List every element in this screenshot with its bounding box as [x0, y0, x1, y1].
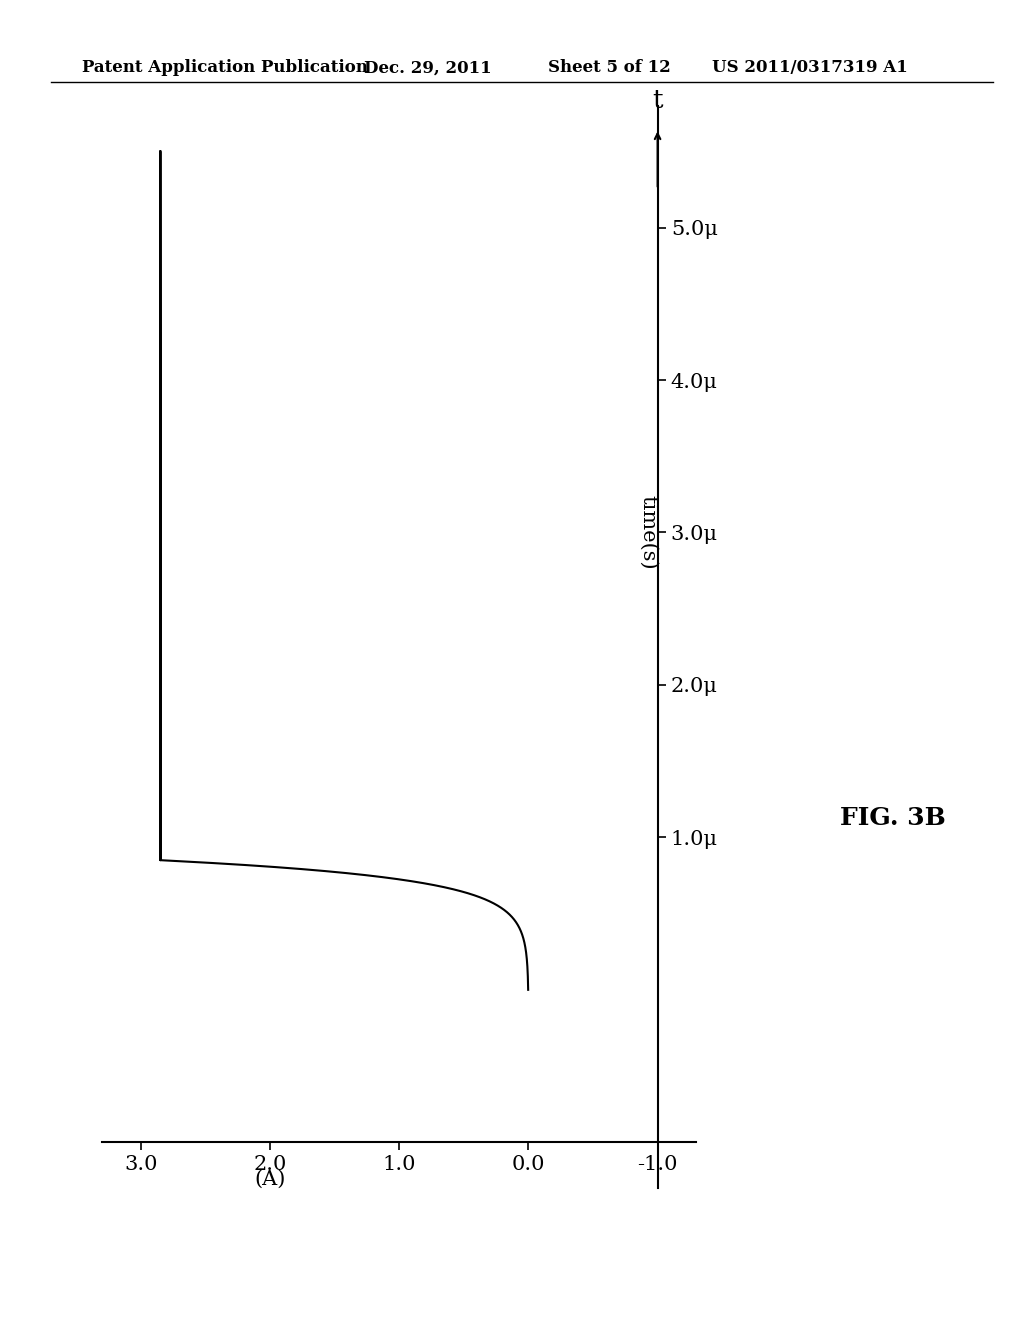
Text: Dec. 29, 2011: Dec. 29, 2011: [364, 59, 492, 77]
Text: Sheet 5 of 12: Sheet 5 of 12: [548, 59, 671, 77]
Text: (A): (A): [255, 1170, 286, 1189]
Text: time(s): time(s): [638, 495, 657, 570]
Text: US 2011/0317319 A1: US 2011/0317319 A1: [712, 59, 907, 77]
Text: t: t: [652, 88, 663, 114]
Text: Patent Application Publication: Patent Application Publication: [82, 59, 368, 77]
Text: FIG. 3B: FIG. 3B: [840, 807, 945, 830]
